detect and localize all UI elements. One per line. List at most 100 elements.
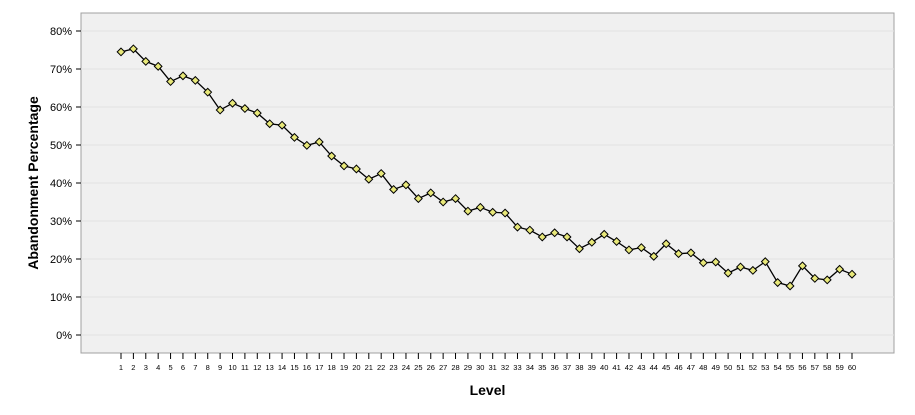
data-point — [413, 194, 423, 204]
y-axis-title: Abandonment Percentage — [25, 96, 41, 270]
x-tick-label: 32 — [501, 363, 509, 372]
x-tick-label: 49 — [712, 363, 720, 372]
x-tick-label: 51 — [736, 363, 744, 372]
x-tick-label: 24 — [402, 363, 410, 372]
data-point — [810, 273, 820, 283]
data-point — [426, 188, 436, 198]
data-point — [649, 251, 659, 261]
data-point — [463, 206, 473, 216]
data-point — [674, 249, 684, 259]
data-point — [451, 194, 461, 204]
data-point — [203, 87, 213, 97]
data-point — [537, 232, 547, 242]
data-point — [488, 207, 498, 217]
x-tick-label: 59 — [835, 363, 843, 372]
x-tick-label: 50 — [724, 363, 732, 372]
data-point — [215, 105, 225, 115]
x-tick-label: 38 — [575, 363, 583, 372]
x-tick-label: 20 — [352, 363, 360, 372]
data-point — [587, 237, 597, 247]
data-point — [153, 61, 163, 71]
data-point — [166, 77, 176, 87]
x-tick-label: 33 — [513, 363, 521, 372]
data-point — [785, 281, 795, 291]
data-point — [141, 56, 151, 66]
data-point — [265, 119, 275, 129]
x-tick-label: 13 — [266, 363, 274, 372]
x-tick-label: 37 — [563, 363, 571, 372]
x-tick-label: 1 — [119, 363, 123, 372]
y-tick-label: 80% — [50, 26, 72, 38]
data-point — [562, 232, 572, 242]
x-tick-label: 58 — [823, 363, 831, 372]
data-point — [773, 278, 783, 288]
y-tick-label: 60% — [50, 102, 72, 114]
x-tick-label: 4 — [156, 363, 160, 372]
x-tick-label: 7 — [193, 363, 197, 372]
x-tick-label: 26 — [427, 363, 435, 372]
x-tick-label: 40 — [600, 363, 608, 372]
data-point — [302, 140, 312, 150]
data-point — [550, 228, 560, 238]
x-tick-label: 16 — [303, 363, 311, 372]
data-point — [190, 75, 200, 85]
data-point — [661, 239, 671, 249]
y-tick-label: 40% — [50, 178, 72, 190]
data-point — [612, 237, 622, 247]
data-point — [289, 132, 299, 142]
data-point — [748, 265, 758, 275]
data-point — [116, 47, 126, 57]
data-point — [636, 243, 646, 253]
x-tick-label: 11 — [241, 363, 249, 372]
x-tick-label: 42 — [625, 363, 633, 372]
x-tick-label: 22 — [377, 363, 385, 372]
data-point — [438, 197, 448, 207]
x-tick-label: 52 — [749, 363, 757, 372]
x-tick-label: 43 — [637, 363, 645, 372]
data-point — [240, 104, 250, 114]
x-tick-label: 29 — [464, 363, 472, 372]
x-tick-label: 6 — [181, 363, 185, 372]
data-point — [512, 222, 522, 232]
x-tick-label: 18 — [327, 363, 335, 372]
data-point — [475, 202, 485, 212]
x-tick-label: 12 — [253, 363, 261, 372]
y-tick-label: 0% — [56, 330, 72, 342]
x-tick-label: 21 — [365, 363, 373, 372]
x-tick-label: 54 — [773, 363, 781, 372]
data-point — [351, 164, 361, 174]
x-tick-label: 27 — [439, 363, 447, 372]
x-tick-label: 48 — [699, 363, 707, 372]
x-tick-label: 8 — [206, 363, 210, 372]
x-tick-label: 35 — [538, 363, 546, 372]
x-tick-label: 46 — [674, 363, 682, 372]
data-point — [525, 225, 535, 235]
x-tick-label: 15 — [290, 363, 298, 372]
data-point — [364, 174, 374, 184]
data-point — [228, 98, 238, 108]
x-tick-label: 5 — [168, 363, 172, 372]
x-tick-label: 9 — [218, 363, 222, 372]
x-tick-label: 2 — [131, 363, 135, 372]
data-point — [178, 71, 188, 81]
data-point — [401, 180, 411, 190]
x-axis-title: Level — [470, 382, 506, 398]
data-point — [760, 257, 770, 267]
x-tick-label: 23 — [389, 363, 397, 372]
x-tick-label: 31 — [489, 363, 497, 372]
y-tick-label: 50% — [50, 140, 72, 152]
data-point — [574, 244, 584, 254]
data-point — [339, 161, 349, 171]
data-point — [797, 261, 807, 271]
data-point — [847, 269, 857, 279]
data-point — [624, 245, 634, 255]
data-point — [599, 229, 609, 239]
x-tick-label: 14 — [278, 363, 286, 372]
data-point — [698, 258, 708, 268]
x-tick-label: 60 — [848, 363, 856, 372]
x-tick-label: 41 — [612, 363, 620, 372]
x-tick-label: 44 — [650, 363, 658, 372]
x-tick-label: 30 — [476, 363, 484, 372]
